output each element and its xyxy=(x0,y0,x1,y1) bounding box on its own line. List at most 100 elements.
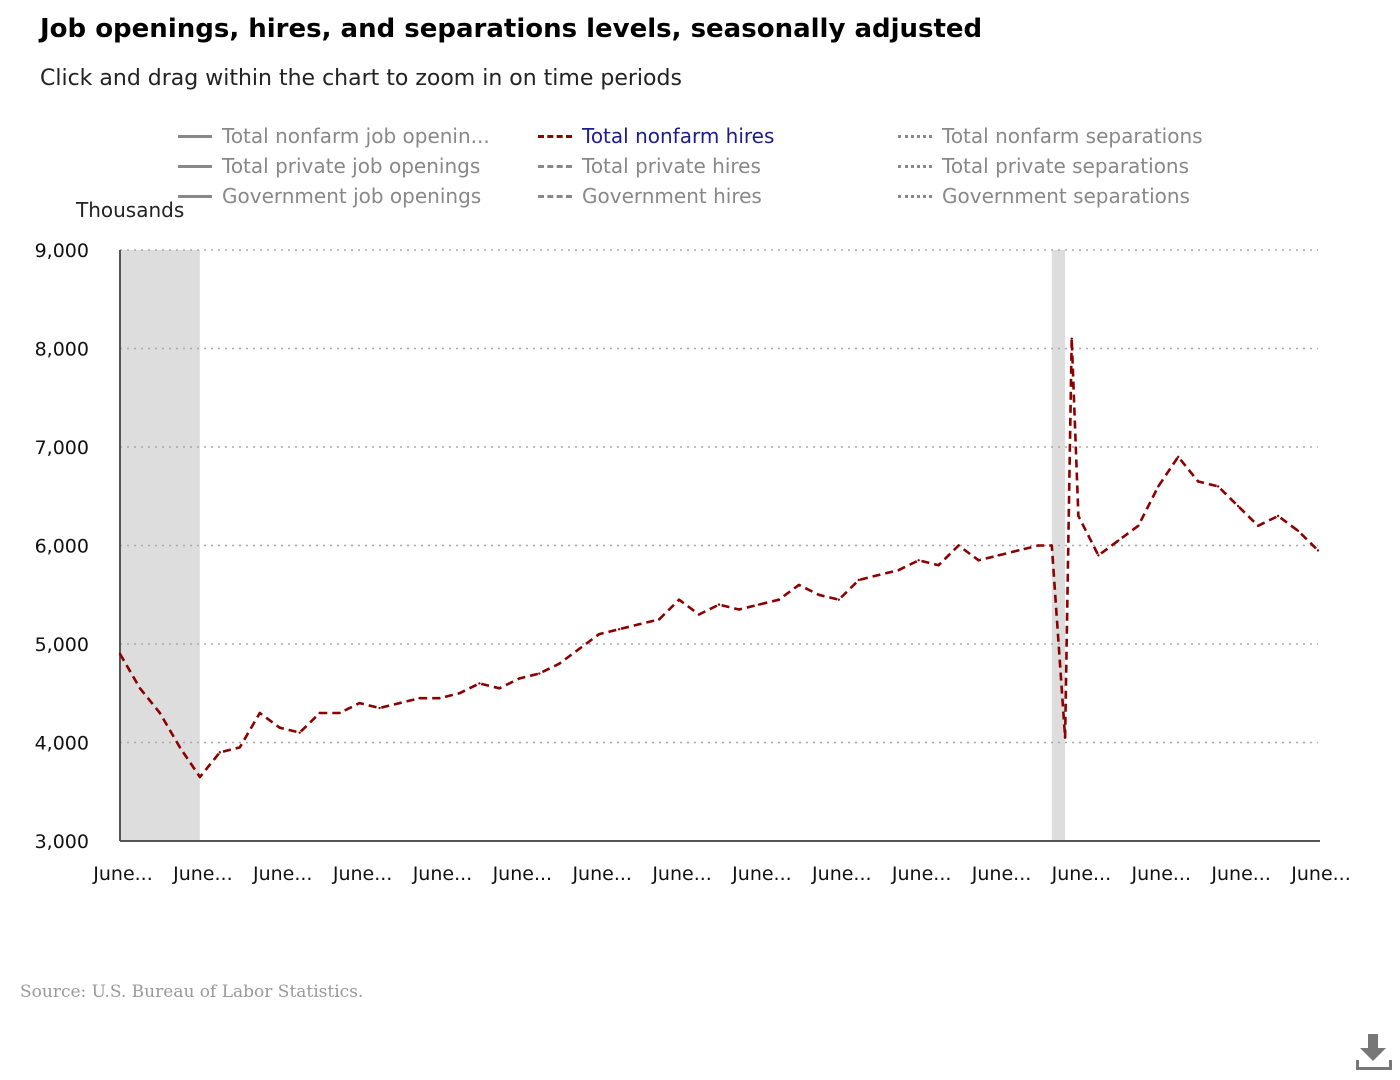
legend-item-total-nonfarm-job-openings[interactable]: Total nonfarm job openin... xyxy=(178,122,490,150)
legend-item-total-private-separations[interactable]: Total private separations xyxy=(898,152,1189,180)
data-point xyxy=(278,726,281,729)
data-point xyxy=(1050,544,1053,547)
data-point xyxy=(338,711,341,715)
data-point xyxy=(198,775,202,779)
data-point xyxy=(458,692,461,695)
data-point xyxy=(677,598,681,601)
x-tick-label: June... xyxy=(811,863,872,885)
y-axis-units-label: Thousands xyxy=(76,198,185,222)
x-tick-label: June... xyxy=(92,863,153,885)
data-point xyxy=(178,746,182,749)
gridlines xyxy=(120,249,1318,744)
data-point xyxy=(478,682,481,685)
legend-item-total-private-hires[interactable]: Total private hires xyxy=(538,152,761,180)
legend-label: Government hires xyxy=(582,184,762,208)
legend-label: Total nonfarm job openin... xyxy=(222,124,490,148)
data-point xyxy=(418,696,421,700)
x-tick-label: June... xyxy=(731,863,792,885)
data-point xyxy=(138,687,142,690)
data-point xyxy=(617,628,621,631)
data-point xyxy=(737,608,741,611)
data-point xyxy=(937,564,940,567)
data-point xyxy=(538,672,541,675)
data-point xyxy=(1137,524,1140,527)
data-point xyxy=(1070,337,1073,340)
legend-label: Total private separations xyxy=(942,154,1190,178)
data-point xyxy=(1157,485,1160,488)
data-point xyxy=(1276,514,1280,518)
x-tick-label: June... xyxy=(492,863,553,885)
legend-swatch-dash xyxy=(538,134,572,138)
data-point xyxy=(1236,504,1240,508)
legend-label: Total nonfarm separations xyxy=(942,124,1203,148)
data-point xyxy=(1316,549,1320,552)
data-point xyxy=(1296,529,1300,532)
data-point xyxy=(1077,514,1080,518)
data-point xyxy=(258,711,261,715)
legend-label: Total nonfarm hires xyxy=(582,124,775,148)
data-point xyxy=(997,554,1000,557)
data-point xyxy=(158,711,162,715)
x-tick-label: June... xyxy=(332,863,393,885)
y-tick-label: 6,000 xyxy=(35,536,89,558)
legend-item-government-hires[interactable]: Government hires xyxy=(538,182,762,210)
recession-band-1 xyxy=(120,250,200,841)
legend-swatch-dash xyxy=(538,194,572,198)
axes: 3,000 4,000 5,000 6,000 7,000 8,000 9,000 June.… xyxy=(35,240,1351,885)
chart-subtitle: Click and drag within the chart to zoom … xyxy=(40,66,682,91)
data-point xyxy=(777,598,781,601)
data-point xyxy=(378,706,381,710)
legend-item-government-job-openings[interactable]: Government job openings xyxy=(178,182,481,210)
data-point xyxy=(717,603,721,606)
x-tick-label: June... xyxy=(571,863,632,885)
data-point xyxy=(957,544,960,547)
data-point xyxy=(897,568,900,572)
data-point xyxy=(1256,524,1260,527)
x-tick-label: June... xyxy=(412,863,473,885)
source-note: Source: U.S. Bureau of Labor Statistics. xyxy=(20,982,364,1002)
data-point xyxy=(1216,485,1220,488)
data-point xyxy=(817,593,821,596)
legend-item-total-private-job-openings[interactable]: Total private job openings xyxy=(178,152,480,180)
legend-item-total-nonfarm-hires[interactable]: Total nonfarm hires xyxy=(538,122,774,150)
y-tick-label: 8,000 xyxy=(35,339,89,361)
data-point xyxy=(318,711,321,715)
line-chart[interactable]: 3,000 4,000 5,000 6,000 7,000 8,000 9,000 June.… xyxy=(0,0,1400,900)
data-point xyxy=(877,573,880,577)
data-point xyxy=(218,751,222,754)
legend-item-total-nonfarm-separations[interactable]: Total nonfarm separations xyxy=(898,122,1203,150)
data-point xyxy=(578,647,581,651)
data-point xyxy=(438,696,441,700)
x-tick-label: June... xyxy=(971,863,1032,885)
legend-swatch-dot xyxy=(898,194,932,198)
legend-swatch-dot xyxy=(898,164,932,168)
x-tick-label: June... xyxy=(172,863,233,885)
legend-swatch-solid xyxy=(178,134,212,138)
y-tick-label: 7,000 xyxy=(35,437,89,459)
data-point xyxy=(1037,544,1040,547)
data-point xyxy=(657,618,661,621)
x-tick-label: June... xyxy=(252,863,313,885)
x-tick-label: June... xyxy=(651,863,712,885)
legend-item-government-separations[interactable]: Government separations xyxy=(898,182,1190,210)
y-tick-label: 3,000 xyxy=(35,831,89,853)
legend-swatch-dash xyxy=(538,164,572,168)
chart-title: Job openings, hires, and separations lev… xyxy=(40,14,983,44)
data-point xyxy=(1117,539,1120,542)
download-icon[interactable] xyxy=(1352,1030,1396,1074)
data-point xyxy=(697,613,701,616)
data-point xyxy=(1063,736,1067,739)
legend-label: Government separations xyxy=(942,184,1190,208)
legend-label: Total private hires xyxy=(582,154,761,178)
series-line-total-nonfarm-hires[interactable] xyxy=(118,337,1319,779)
data-point xyxy=(498,687,501,690)
data-point xyxy=(1097,554,1100,557)
legend-swatch-solid xyxy=(178,164,212,168)
legend-swatch-solid xyxy=(178,194,212,198)
data-point xyxy=(1197,480,1200,483)
series-layer xyxy=(118,337,1320,779)
legend-label: Total private job openings xyxy=(222,154,481,178)
y-tick-label: 4,000 xyxy=(35,733,89,755)
data-point xyxy=(358,701,361,705)
data-point xyxy=(298,731,301,734)
